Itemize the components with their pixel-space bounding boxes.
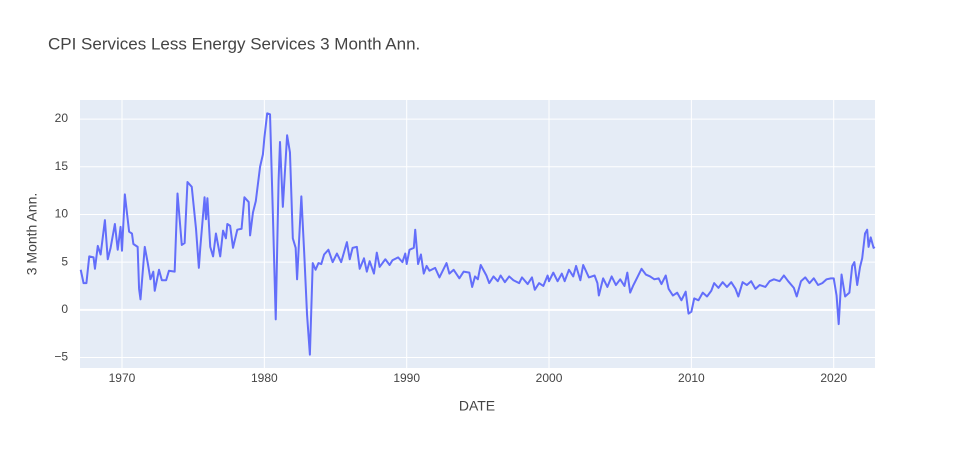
plot-background xyxy=(80,100,875,368)
y-tick-label: 0 xyxy=(61,302,68,316)
x-tick-label: 2000 xyxy=(536,371,563,385)
y-tick-label: 15 xyxy=(55,159,69,173)
x-tick-label: 1980 xyxy=(251,371,278,385)
x-tick-label: 2010 xyxy=(678,371,705,385)
y-tick-label: 20 xyxy=(55,111,69,125)
y-tick-label: 5 xyxy=(61,254,68,268)
chart-title: CPI Services Less Energy Services 3 Mont… xyxy=(48,34,420,53)
x-tick-label: 1970 xyxy=(109,371,136,385)
y-tick-label: −5 xyxy=(54,350,68,364)
data-line xyxy=(79,112,876,356)
y-tick-label: 10 xyxy=(55,207,69,221)
x-axis-label: DATE xyxy=(459,398,495,414)
x-tick-label: 1990 xyxy=(393,371,420,385)
y-axis-label: 3 Month Ann. xyxy=(24,193,40,276)
x-tick-label: 2020 xyxy=(820,371,847,385)
